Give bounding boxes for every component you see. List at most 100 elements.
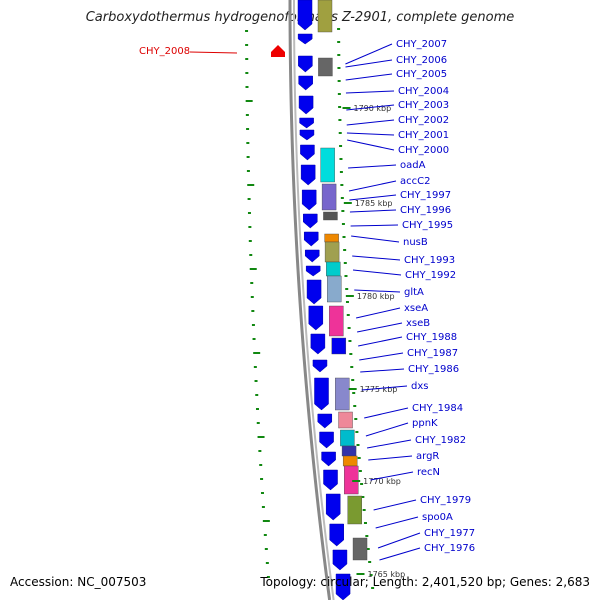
forward-gene-arrow xyxy=(303,231,319,247)
reverse-strand-genes xyxy=(271,0,368,561)
label-connector xyxy=(351,235,400,243)
gene-label: CHY_2006 xyxy=(396,55,447,66)
gc-tick xyxy=(369,574,373,576)
forward-strand-genes xyxy=(297,0,351,600)
forward-gene-arrow xyxy=(304,249,320,263)
label-connector xyxy=(349,194,397,201)
gc-tick xyxy=(260,478,264,480)
reverse-gene-box xyxy=(329,305,344,337)
gc-tick xyxy=(248,226,252,228)
label-connector xyxy=(349,209,397,213)
forward-gene-arrow xyxy=(303,213,318,229)
gc-tick xyxy=(251,310,255,312)
gc-tick xyxy=(257,436,265,438)
gc-tick xyxy=(248,240,252,242)
gene-labels: CHY_2007 CHY_2006 CHY_2005 CHY_2004 CHY_2003… xyxy=(139,39,475,554)
gc-tick xyxy=(337,80,341,82)
gc-tick xyxy=(371,587,375,589)
gene-label: ppnK xyxy=(412,418,438,429)
kbp-scale: 1790 kbp 1785 kbp 1780 kbp 1775 kbp 1770 kbp… xyxy=(342,104,405,579)
gc-tick xyxy=(341,210,345,212)
gc-tick xyxy=(260,492,264,494)
gc-tick xyxy=(358,470,362,472)
label-connector xyxy=(366,439,412,449)
forward-gene-arrow xyxy=(299,129,315,141)
gene-label: CHY_2003 xyxy=(398,100,449,111)
gene-label: CHY_1977 xyxy=(424,528,475,539)
backbone-outer xyxy=(288,0,332,600)
reverse-gene-box xyxy=(320,147,335,183)
label-connector xyxy=(359,352,404,361)
gc-tick xyxy=(347,327,351,329)
gc-tick xyxy=(258,450,262,452)
gc-tick xyxy=(349,353,353,355)
gc-tick xyxy=(337,67,341,69)
label-connector xyxy=(373,499,417,511)
reverse-gene-box xyxy=(352,537,368,561)
kbp-label: 1790 kbp xyxy=(354,104,392,113)
gc-tick xyxy=(247,184,255,186)
gc-tick xyxy=(255,394,259,396)
genome-backbone xyxy=(288,0,335,600)
gc-tick xyxy=(251,324,255,326)
forward-gene-arrow xyxy=(329,523,344,547)
gene-label: CHY_1988 xyxy=(406,332,457,343)
kbp-label: 1765 kbp xyxy=(367,570,405,579)
gc-tick xyxy=(362,509,366,511)
forward-gene-arrow xyxy=(323,469,338,491)
gc-tick xyxy=(340,184,344,186)
forward-gene-arrow xyxy=(312,359,328,373)
label-connector xyxy=(345,59,393,68)
label-connector xyxy=(370,471,414,481)
forward-gene-arrow xyxy=(310,333,326,355)
label-connector xyxy=(368,455,413,461)
gene-label-left: CHY_2008 xyxy=(139,46,190,57)
label-connector xyxy=(345,43,393,65)
gene-label: nusB xyxy=(403,237,428,248)
gc-tick xyxy=(245,72,249,74)
gc-tick xyxy=(355,431,359,433)
gc-tick xyxy=(337,28,341,30)
gc-tick xyxy=(247,198,251,200)
gc-tick xyxy=(337,93,341,95)
gc-tick xyxy=(245,100,253,102)
gene-label: argR xyxy=(416,451,439,462)
forward-gene-arrow xyxy=(297,0,313,31)
gc-tick xyxy=(352,392,356,394)
reverse-gene-box xyxy=(338,411,353,429)
label-connector xyxy=(352,255,401,261)
label-connector xyxy=(346,119,395,126)
forward-gene-arrow xyxy=(298,95,314,115)
label-connector xyxy=(364,407,409,419)
gc-tick xyxy=(261,506,265,508)
label-connector xyxy=(361,385,408,391)
gene-label: CHY_1984 xyxy=(412,403,463,414)
forward-gene-arrow xyxy=(319,431,334,449)
gc-tick xyxy=(337,41,341,43)
gene-label: CHY_2002 xyxy=(398,115,449,126)
gc-tick xyxy=(259,464,263,466)
gc-tick xyxy=(357,457,361,459)
gene-label: CHY_2004 xyxy=(398,86,449,97)
reverse-gene-box xyxy=(317,0,333,33)
gc-tick xyxy=(256,422,260,424)
forward-gene-arrow xyxy=(314,377,329,411)
gc-tick xyxy=(338,132,342,134)
gene-label: CHY_1997 xyxy=(400,190,451,201)
gene-label: CHY_1992 xyxy=(405,270,456,281)
gene-label: CHY_2005 xyxy=(396,69,447,80)
forward-gene-arrow xyxy=(298,55,313,73)
gc-tick xyxy=(339,158,343,160)
label-connector xyxy=(346,132,395,136)
label-connector xyxy=(379,547,421,561)
reverse-gene-box xyxy=(324,241,340,263)
forward-gene-arrow xyxy=(300,164,316,186)
gc-tick xyxy=(344,275,348,277)
gc-tick xyxy=(246,170,250,172)
gc-tick xyxy=(342,236,346,238)
label-connector xyxy=(357,322,403,333)
gc-tick xyxy=(353,405,357,407)
accession-text: Accession: NC_007503 xyxy=(10,575,147,589)
forward-gene-arrow xyxy=(332,549,348,571)
